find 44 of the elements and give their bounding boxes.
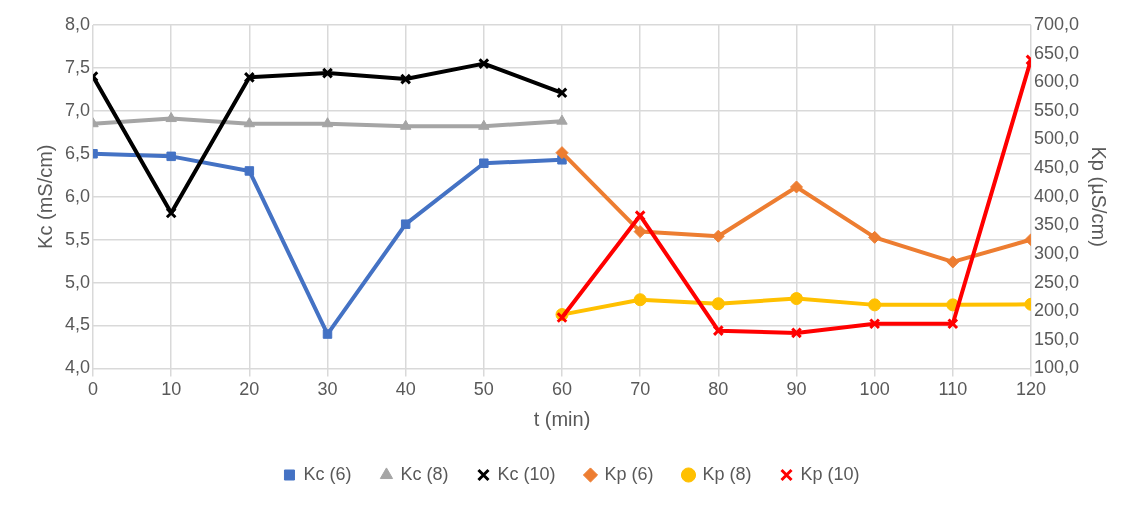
x-tick-label: 20 — [239, 379, 260, 400]
y-tick-label: 6,5 — [64, 142, 91, 163]
x-tick-label: 40 — [395, 379, 416, 400]
y2-tick-label: 200,0 — [1033, 300, 1079, 321]
x-tick-label: 90 — [786, 379, 807, 400]
x-tick-label: 100 — [859, 379, 890, 400]
y2-tick-label: 600,0 — [1033, 71, 1079, 92]
x-tick-label: 70 — [630, 379, 651, 400]
y2-tick-label: 700,0 — [1033, 13, 1079, 34]
y2-tick-label: 500,0 — [1033, 128, 1079, 149]
x-tick-label: 60 — [551, 379, 572, 400]
y-axis-title: Kc (mS/cm) — [33, 144, 56, 249]
legend-label: Kp (8) — [702, 463, 752, 484]
x-tick-label: 110 — [938, 379, 968, 400]
legend-label: Kp (6) — [604, 463, 654, 484]
x-tick-label: 120 — [1015, 379, 1046, 400]
y2-tick-label: 400,0 — [1033, 185, 1079, 206]
y-tick-label: 5,5 — [64, 228, 91, 249]
y2-tick-label: 150,0 — [1033, 328, 1079, 349]
y-tick-label: 7,0 — [64, 99, 91, 120]
x-tick-label: 50 — [473, 379, 494, 400]
legend-label: Kp (10) — [800, 463, 860, 484]
x-axis-title: t (min) — [533, 407, 591, 430]
y-tick-label: 4,0 — [64, 357, 91, 378]
y2-tick-label: 350,0 — [1033, 214, 1079, 235]
x-tick-label: 80 — [708, 379, 729, 400]
y2-tick-label: 300,0 — [1033, 242, 1079, 263]
y2-tick-label: 550,0 — [1033, 99, 1079, 120]
y-tick-label: 4,5 — [64, 314, 91, 335]
x-tick-label: 30 — [317, 379, 338, 400]
legend-label: Kc (10) — [497, 463, 556, 484]
y-tick-label: 7,5 — [64, 56, 91, 77]
x-tick-label: 10 — [161, 379, 182, 400]
x-tick-label: 0 — [88, 379, 99, 400]
y2-tick-label: 100,0 — [1033, 357, 1079, 378]
y-tick-label: 6,0 — [64, 185, 91, 206]
legend-label: Kc (6) — [303, 463, 352, 484]
y-tick-label: 8,0 — [64, 13, 91, 34]
y2-tick-label: 450,0 — [1033, 157, 1079, 178]
y2-tick-label: 250,0 — [1033, 271, 1079, 292]
y2-axis-title: Kp (µS/cm) — [1088, 146, 1111, 247]
y2-tick-label: 650,0 — [1033, 42, 1079, 63]
y-tick-label: 5,0 — [64, 271, 91, 292]
legend-label: Kc (8) — [400, 463, 449, 484]
